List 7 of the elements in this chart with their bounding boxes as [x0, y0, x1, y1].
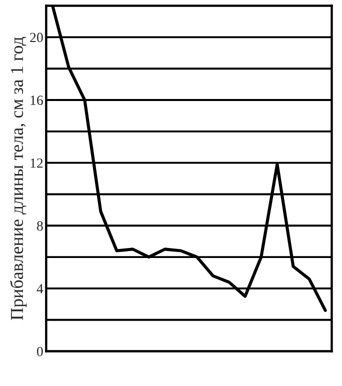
y-tick-label: 0 [36, 346, 43, 356]
y-axis-title: Прибавление длины тела, см за 1 год [10, 36, 27, 320]
y-tick-label: 4 [36, 284, 44, 294]
y-tick-label: 12 [30, 158, 43, 168]
y-tick-label: 16 [30, 96, 43, 105]
y-tick-label: 20 [30, 32, 43, 42]
y-tick-label: 8 [36, 221, 43, 231]
